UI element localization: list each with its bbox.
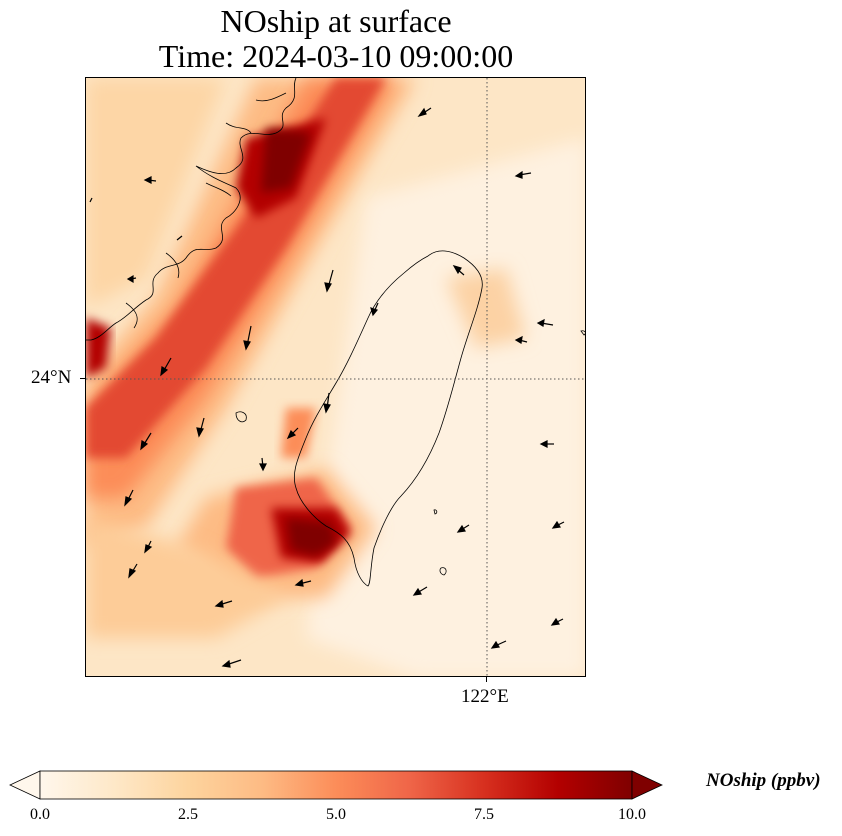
- plot-title: NOship at surface Time: 2024-03-10 09:00…: [0, 4, 672, 74]
- wind-arrow: [539, 440, 554, 448]
- wind-arrow: [417, 107, 432, 118]
- colorbar-label: NOship (ppbv): [706, 770, 821, 791]
- wind-arrow: [143, 176, 157, 184]
- colorbar-tick: 5.0: [326, 806, 346, 823]
- wind-arrow: [259, 457, 267, 472]
- colorbar-tick: 10.0: [618, 806, 646, 823]
- wind-arrow: [140, 432, 152, 451]
- wind-arrow: [144, 540, 153, 554]
- lon-tick-label: 122°E: [461, 686, 509, 707]
- concentration-northwest: [86, 78, 226, 308]
- colorbar-max-extend: [631, 770, 663, 800]
- wind-arrow: [324, 269, 334, 293]
- coastlines: [86, 78, 585, 587]
- wind-arrow: [128, 563, 138, 579]
- wind-arrow: [412, 586, 428, 596]
- lon-tick-mark: [486, 677, 487, 682]
- wind-arrow: [323, 392, 331, 414]
- wind-arrow: [89, 197, 93, 203]
- wind-arrow: [536, 318, 554, 327]
- colorbar-tick: 0.0: [30, 806, 50, 823]
- wind-arrow: [286, 427, 299, 440]
- wind-arrow: [160, 357, 172, 377]
- concentration-low-east: [306, 138, 585, 676]
- wind-arrow: [550, 617, 564, 626]
- wind-arrow: [126, 274, 137, 284]
- wind-arrow: [456, 524, 470, 533]
- colorbar: [9, 770, 663, 800]
- lat-tick-mark: [80, 378, 85, 379]
- taiwan-coastline: [293, 250, 483, 587]
- colorbar-tick: 2.5: [178, 806, 198, 823]
- map-panel: [85, 77, 586, 677]
- wind-arrow: [196, 417, 205, 438]
- title-line-1: NOship at surface: [220, 3, 452, 39]
- wind-arrow: [370, 302, 379, 317]
- concentration-southwest: [86, 518, 286, 638]
- wind-arrow: [124, 489, 134, 507]
- wind-vectors: [89, 107, 565, 668]
- wind-arrow: [551, 520, 565, 529]
- wind-arrow: [294, 578, 312, 587]
- wind-arrow: [452, 265, 465, 276]
- map-canvas: [86, 78, 585, 676]
- concentration-northeast: [446, 268, 526, 348]
- ship-plume-band: [86, 78, 416, 548]
- wind-arrow: [514, 170, 532, 179]
- wind-arrow: [490, 640, 507, 649]
- colorbar-tick: 7.5: [474, 806, 494, 823]
- wind-arrow: [214, 599, 233, 608]
- wind-arrow: [243, 325, 252, 351]
- title-line-2: Time: 2024-03-10 09:00:00: [158, 38, 514, 74]
- colorbar-gradient: [39, 770, 633, 800]
- colorbar-min-extend: [9, 770, 41, 800]
- wind-arrow: [221, 659, 242, 668]
- mainland-coastline: [86, 78, 297, 341]
- lat-tick-label: 24°N: [31, 367, 72, 388]
- wind-arrow: [176, 235, 183, 241]
- wind-arrow: [514, 335, 528, 344]
